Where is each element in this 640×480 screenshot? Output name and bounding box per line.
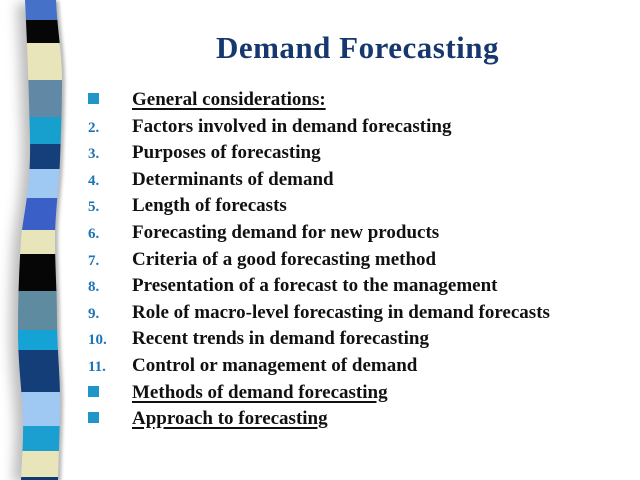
list-item-marker (86, 385, 132, 403)
strip-segment (18, 230, 62, 255)
strip-segment (18, 254, 62, 292)
list-item-text: Factors involved in demand forecasting (132, 115, 452, 137)
bullet-square-icon (88, 412, 99, 424)
strip-segment (18, 0, 62, 21)
item-number: 4. (88, 172, 100, 189)
item-number: 8. (88, 279, 100, 296)
strip-segment (18, 392, 62, 427)
list-item: 6. Forecasting demand for new products (86, 222, 632, 249)
list-item: 11. Control or management of demand (86, 355, 632, 382)
item-number: 5. (88, 199, 100, 216)
decorative-strip-svg (10, 0, 65, 480)
item-number: 2. (88, 119, 100, 136)
list-item-text: Forecasting demand for new products (132, 221, 440, 243)
page-title: Demand Forecasting (215, 30, 500, 65)
list-item-text: Approach to forecasting (132, 408, 328, 430)
list-item-marker (86, 411, 132, 429)
list-item-text: Determinants of demand (132, 168, 334, 190)
list-item: 2. Factors involved in demand forecasting (86, 116, 632, 143)
list-item: 4. Determinants of demand (86, 169, 632, 196)
item-number: 6. (88, 225, 100, 242)
strip-segment (18, 330, 62, 351)
item-number: 7. (88, 252, 100, 269)
bullet-square-icon (88, 385, 99, 397)
list-item-text: General considerations: (132, 89, 326, 110)
list-item-text: Length of forecasts (132, 195, 287, 217)
list-item-marker: 2. (86, 119, 132, 137)
list-item: 3. Purposes of forecasting (86, 142, 632, 169)
list-item-marker: 4. (86, 172, 132, 190)
list-item-marker: 6. (86, 225, 132, 243)
decorative-strip (0, 0, 80, 480)
item-number: 3. (88, 146, 100, 163)
list-item: Approach to forecasting (86, 408, 632, 435)
strip-segment (18, 350, 62, 393)
bullet-square-icon (88, 93, 99, 104)
list-item-text: Role of macro-level forecasting in deman… (132, 301, 550, 323)
list-item-text: Recent trends in demand forecasting (132, 328, 429, 350)
list-item: 10. Recent trends in demand forecasting (86, 328, 632, 355)
list-item-text: Presentation of a forecast to the manage… (132, 275, 498, 297)
item-number: 11. (88, 358, 106, 375)
strip-segment (18, 80, 62, 118)
list-item-text: Control or management of demand (132, 354, 418, 376)
list-item-marker: 10. (86, 331, 132, 349)
list-item-marker: 7. (86, 252, 132, 270)
list-item-marker: 5. (86, 198, 132, 216)
strip-segment (18, 291, 62, 331)
list-item: General considerations: (86, 89, 632, 116)
strip-segment (18, 451, 62, 478)
list-item: 9. Role of macro-level forecasting in dem… (86, 302, 632, 329)
list-item: 8. Presentation of a forecast to the mana… (86, 275, 632, 302)
list-item-marker: 11. (86, 358, 132, 376)
strip-segment (18, 426, 62, 452)
item-number: 10. (88, 332, 107, 349)
list-item-text: Methods of demand forecasting (132, 381, 388, 403)
list-item-marker: 8. (86, 278, 132, 296)
list-item-text: Purposes of forecasting (132, 142, 321, 164)
list-item: Methods of demand forecasting (86, 382, 632, 409)
list-item-marker: 3. (86, 145, 132, 163)
list-item-marker (86, 92, 132, 110)
list-item-marker: 9. (86, 305, 132, 323)
item-number: 9. (88, 305, 100, 322)
list-item: 5. Length of forecasts (86, 195, 632, 222)
item-list: General considerations: 2. Factors involve… (86, 89, 632, 435)
strip-segment (18, 477, 62, 480)
list-item: 7. Criteria of a good forecasting method (86, 249, 632, 276)
list-item-text: Criteria of a good forecasting method (132, 248, 437, 270)
